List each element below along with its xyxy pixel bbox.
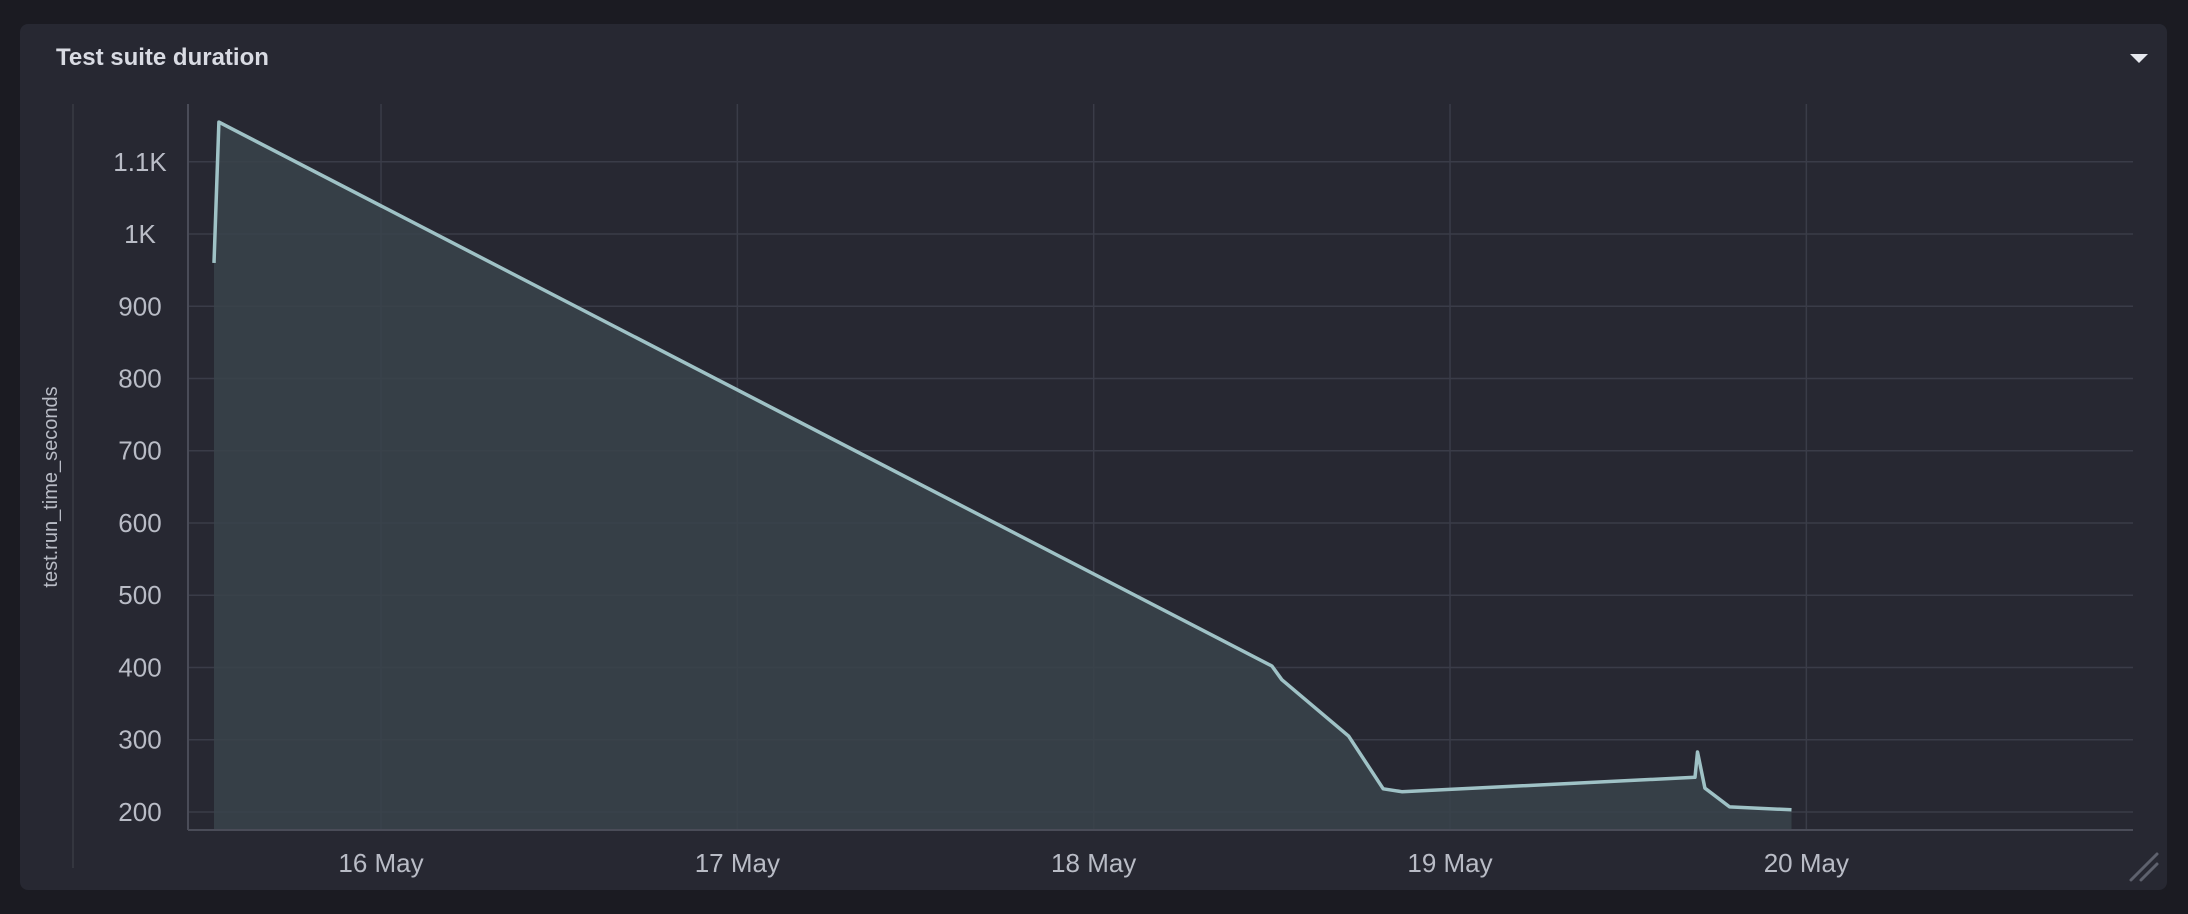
y-tick-label: 1K [124, 219, 156, 249]
x-tick-label: 20 May [1764, 848, 1849, 878]
y-tick-label: 300 [118, 725, 161, 755]
x-tick-label: 18 May [1051, 848, 1136, 878]
x-tick-label: 19 May [1407, 848, 1492, 878]
y-tick-label: 500 [118, 580, 161, 610]
y-tick-label: 700 [118, 436, 161, 466]
x-tick-label: 16 May [338, 848, 423, 878]
y-axis-ticks: 200 300 400 500 600 700 800 900 1K 1.1K [113, 147, 167, 827]
caret-down-icon[interactable] [2127, 50, 2151, 66]
x-tick-label: 17 May [695, 848, 780, 878]
resize-handle-icon[interactable] [2127, 850, 2161, 884]
chart: 200 300 400 500 600 700 800 900 1K 1.1K 16 May 17 … [40, 104, 2133, 878]
y-tick-label: 200 [118, 797, 161, 827]
y-tick-label: 900 [118, 291, 161, 321]
y-tick-label: 600 [118, 508, 161, 538]
x-axis-ticks: 16 May 17 May 18 May 19 May 20 May [338, 848, 1849, 878]
series-line [212, 120, 1792, 812]
axes [72, 104, 2133, 868]
y-tick-label: 1.1K [113, 147, 167, 177]
series-area [214, 122, 1792, 831]
y-axis-label: test.run_time_seconds [40, 386, 62, 587]
panel-title: Test suite duration [56, 44, 269, 71]
chart-panel: Test suite duration 200 300 400 500 600 700 80… [20, 24, 2167, 890]
y-tick-label: 400 [118, 652, 161, 682]
y-tick-label: 800 [118, 364, 161, 394]
